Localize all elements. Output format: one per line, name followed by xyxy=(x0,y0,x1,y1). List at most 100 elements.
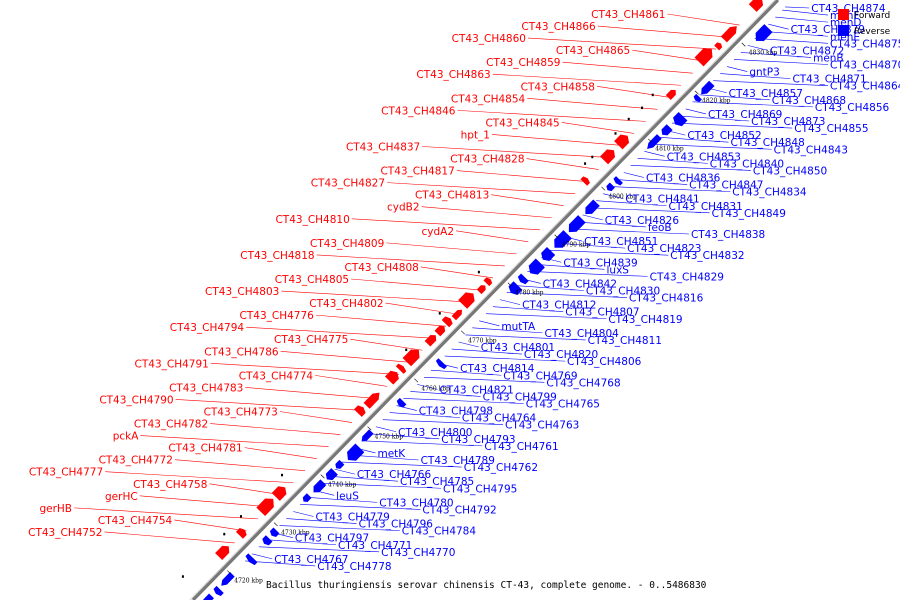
reverse-gene-label[interactable]: CT43_CH4764 xyxy=(462,413,537,425)
reverse-gene-label[interactable]: CT43_CH4819 xyxy=(608,314,682,326)
reverse-gene-label[interactable]: luxS xyxy=(607,264,630,276)
reverse-gene-label[interactable]: CT43_CH4870 xyxy=(830,60,900,72)
reverse-gene-label[interactable]: CT43_CH4795 xyxy=(443,483,517,495)
reverse-gene-label[interactable]: CT43_CH4762 xyxy=(464,462,538,474)
reverse-gene-label[interactable]: CT43_CH4780 xyxy=(379,497,453,509)
forward-gene-label[interactable]: CT43_CH4774 xyxy=(239,370,314,382)
forward-gene-label[interactable]: CT43_CH4828 xyxy=(450,154,524,166)
reverse-gene-label[interactable]: CT43_CH4807 xyxy=(565,307,639,319)
reverse-gene-label[interactable]: CT43_CH4814 xyxy=(460,363,535,375)
forward-gene-label[interactable]: CT43_CH4794 xyxy=(170,322,245,334)
reverse-gene-label[interactable]: CT43_CH4796 xyxy=(359,519,434,531)
forward-gene-label[interactable]: CT43_CH4813 xyxy=(415,190,489,202)
forward-gene-label[interactable]: CT43_CH4809 xyxy=(310,238,384,250)
forward-gene-label[interactable]: CT43_CH4827 xyxy=(311,178,385,190)
reverse-gene-label[interactable]: CT43_CH4868 xyxy=(772,95,846,107)
reverse-gene-label[interactable]: CT43_CH4804 xyxy=(545,328,620,340)
forward-gene-label[interactable]: CT43_CH4802 xyxy=(309,298,383,310)
reverse-gene-label[interactable]: CT43_CH4851 xyxy=(584,236,658,248)
reverse-gene-label[interactable]: CT43_CH4765 xyxy=(526,399,600,411)
forward-gene-label[interactable]: CT43_CH4837 xyxy=(346,142,420,154)
reverse-gene-label[interactable]: CT43_CH4852 xyxy=(687,130,761,142)
forward-gene-label[interactable]: CT43_CH4790 xyxy=(99,394,173,406)
reverse-gene-label[interactable]: CT43_CH4864 xyxy=(830,81,900,93)
reverse-gene-label[interactable]: CT43_CH4812 xyxy=(522,300,596,312)
reverse-gene-label[interactable]: CT43_CH4800 xyxy=(398,427,472,439)
reverse-gene-label[interactable]: CT43_CH4811 xyxy=(588,335,662,347)
forward-gene-label[interactable]: CT43_CH4772 xyxy=(99,455,173,467)
reverse-gene-label[interactable]: CT43_CH4843 xyxy=(774,144,848,156)
forward-gene-label[interactable]: gerHB xyxy=(39,503,72,515)
forward-gene-label[interactable]: CT43_CH4808 xyxy=(345,262,419,274)
reverse-gene-label[interactable]: CT43_CH4829 xyxy=(650,271,724,283)
forward-gene-label[interactable]: CT43_CH4782 xyxy=(134,419,208,431)
forward-gene-label[interactable]: CT43_CH4818 xyxy=(240,250,314,262)
reverse-gene-label[interactable]: CT43_CH4838 xyxy=(691,229,765,241)
reverse-gene-label[interactable]: CT43_CH4842 xyxy=(543,278,617,290)
forward-gene-label[interactable]: CT43_CH4777 xyxy=(29,467,103,479)
reverse-gene-label[interactable]: CT43_CH4857 xyxy=(729,88,803,100)
reverse-gene-label[interactable]: CT43_CH4872 xyxy=(770,45,844,57)
reverse-gene-label[interactable]: CT43_CH4820 xyxy=(524,349,598,361)
reverse-gene-label[interactable]: CT43_CH4826 xyxy=(605,215,680,227)
forward-gene-label[interactable]: CT43_CH4805 xyxy=(275,274,349,286)
forward-gene-label[interactable]: CT43_CH4810 xyxy=(275,214,349,226)
reverse-gene-label[interactable]: menB xyxy=(813,52,844,64)
reverse-gene-label[interactable]: CT43_CH4778 xyxy=(317,561,391,573)
reverse-gene-label[interactable]: feoB xyxy=(648,222,672,234)
reverse-gene-label[interactable]: CT43_CH4761 xyxy=(484,441,558,453)
forward-gene-label[interactable]: CT43_CH4860 xyxy=(452,33,526,45)
reverse-gene-label[interactable]: CT43_CH4768 xyxy=(546,377,620,389)
forward-gene-label[interactable]: cydA2 xyxy=(422,226,455,238)
forward-gene-label[interactable]: CT43_CH4776 xyxy=(240,310,315,322)
reverse-gene-label[interactable]: CT43_CH4769 xyxy=(503,370,577,382)
reverse-gene-label[interactable]: CT43_CH4784 xyxy=(402,526,477,538)
reverse-gene-label[interactable]: CT43_CH4779 xyxy=(316,512,390,524)
reverse-gene-label[interactable]: mutTA xyxy=(501,321,536,333)
forward-gene-label[interactable]: CT43_CH4775 xyxy=(274,334,348,346)
forward-gene-label[interactable]: cydB2 xyxy=(387,202,420,214)
reverse-gene-label[interactable]: CT43_CH4789 xyxy=(421,455,495,467)
reverse-gene-label[interactable]: CT43_CH4766 xyxy=(357,469,432,481)
forward-gene-label[interactable]: CT43_CH4786 xyxy=(204,346,279,358)
reverse-gene-label[interactable]: CT43_CH4821 xyxy=(439,384,513,396)
forward-gene-label[interactable]: CT43_CH4863 xyxy=(416,69,490,81)
forward-gene-label[interactable]: CT43_CH4752 xyxy=(28,527,102,539)
reverse-gene-label[interactable]: CT43_CH4836 xyxy=(646,173,721,185)
forward-gene-label[interactable]: CT43_CH4781 xyxy=(168,443,242,455)
reverse-gene-label[interactable]: CT43_CH4834 xyxy=(732,187,807,199)
reverse-gene-label[interactable]: CT43_CH4871 xyxy=(792,74,866,86)
reverse-gene-label[interactable]: CT43_CH4850 xyxy=(753,165,827,177)
forward-gene-label[interactable]: pckA xyxy=(113,431,140,443)
reverse-gene-label[interactable]: menE xyxy=(830,31,860,43)
reverse-gene-label[interactable]: CT43_CH4799 xyxy=(483,391,557,403)
reverse-gene-label[interactable]: CT43_CH4840 xyxy=(710,158,784,170)
forward-gene-label[interactable]: CT43_CH4783 xyxy=(169,382,243,394)
reverse-gene-label[interactable]: CT43_CH4875 xyxy=(830,38,900,50)
forward-gene-label[interactable]: hpt_1 xyxy=(461,129,490,141)
forward-gene-label[interactable]: CT43_CH4845 xyxy=(485,117,559,129)
reverse-gene-label[interactable]: CT43_CH4869 xyxy=(708,109,782,121)
reverse-gene-label[interactable]: menD xyxy=(830,17,861,29)
reverse-gene-label[interactable]: CT43_CH4848 xyxy=(730,137,804,149)
reverse-gene-label[interactable]: leuS xyxy=(336,490,359,502)
reverse-gene-label[interactable]: CT43_CH4823 xyxy=(627,243,701,255)
reverse-gene-label[interactable]: CT43_CH4801 xyxy=(481,342,555,354)
forward-gene-label[interactable]: gerHC xyxy=(105,491,138,503)
reverse-gene-label[interactable]: CT43_CH4785 xyxy=(400,476,474,488)
reverse-gene-label[interactable]: gntP3 xyxy=(749,67,779,79)
forward-gene-label[interactable]: CT43_CH4854 xyxy=(451,93,526,105)
reverse-gene-label[interactable]: CT43_CH4855 xyxy=(794,123,868,135)
reverse-gene-label[interactable]: CT43_CH4853 xyxy=(667,151,741,163)
forward-gene-label[interactable]: CT43_CH4866 xyxy=(521,21,596,33)
reverse-gene-label[interactable]: CT43_CH4797 xyxy=(295,533,369,545)
forward-gene-label[interactable]: CT43_CH4754 xyxy=(98,515,173,527)
reverse-gene-label[interactable]: CT43_CH4830 xyxy=(586,286,660,298)
reverse-gene-label[interactable]: CT43_CH4832 xyxy=(670,250,744,262)
forward-gene-label[interactable]: CT43_CH4791 xyxy=(135,358,209,370)
reverse-gene-label[interactable]: CT43_CH4841 xyxy=(625,194,699,206)
reverse-gene-label[interactable]: CT43_CH4816 xyxy=(629,293,704,305)
reverse-gene-label[interactable]: CT43_CH4798 xyxy=(419,406,493,418)
reverse-gene-label[interactable]: CT43_CH4849 xyxy=(712,208,786,220)
reverse-gene-label[interactable]: CT43_CH4839 xyxy=(563,257,637,269)
